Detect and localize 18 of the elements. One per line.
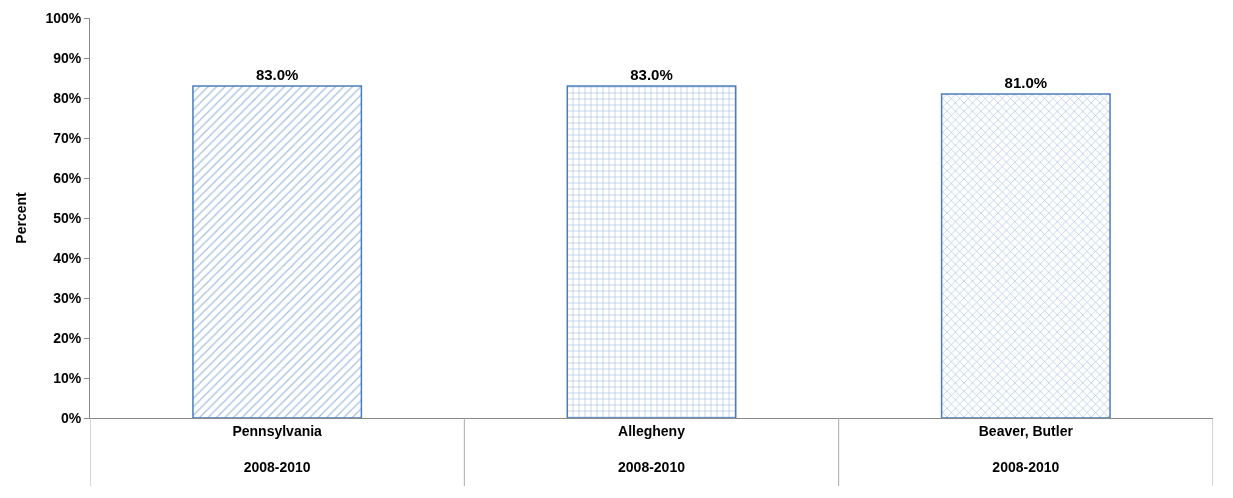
category-label: Allegheny 2008-2010 [618,422,685,476]
data-label: 81.0% [1004,74,1048,91]
y-tick-label: 50% [53,209,82,226]
category-label: Pennsylvania 2008-2010 [232,422,322,476]
data-label: 83.0% [255,66,299,83]
y-tick-label: 30% [53,289,82,306]
category-label: Beaver, Butler 2008-2010 [978,422,1073,476]
y-tick-label: 90% [53,49,82,66]
y-tick-label: 10% [53,369,82,386]
y-tick-label: 20% [53,329,82,346]
data-label: 83.0% [630,66,673,83]
y-axis-title: Percent [12,191,29,244]
y-tick-label: 40% [53,249,82,266]
y-tick-label: 80% [53,89,82,106]
y-tick-label: 100% [45,9,82,26]
y-tick-label: 60% [53,169,82,186]
y-tick-label: 70% [53,129,82,146]
y-tick-label: 0% [60,409,82,426]
